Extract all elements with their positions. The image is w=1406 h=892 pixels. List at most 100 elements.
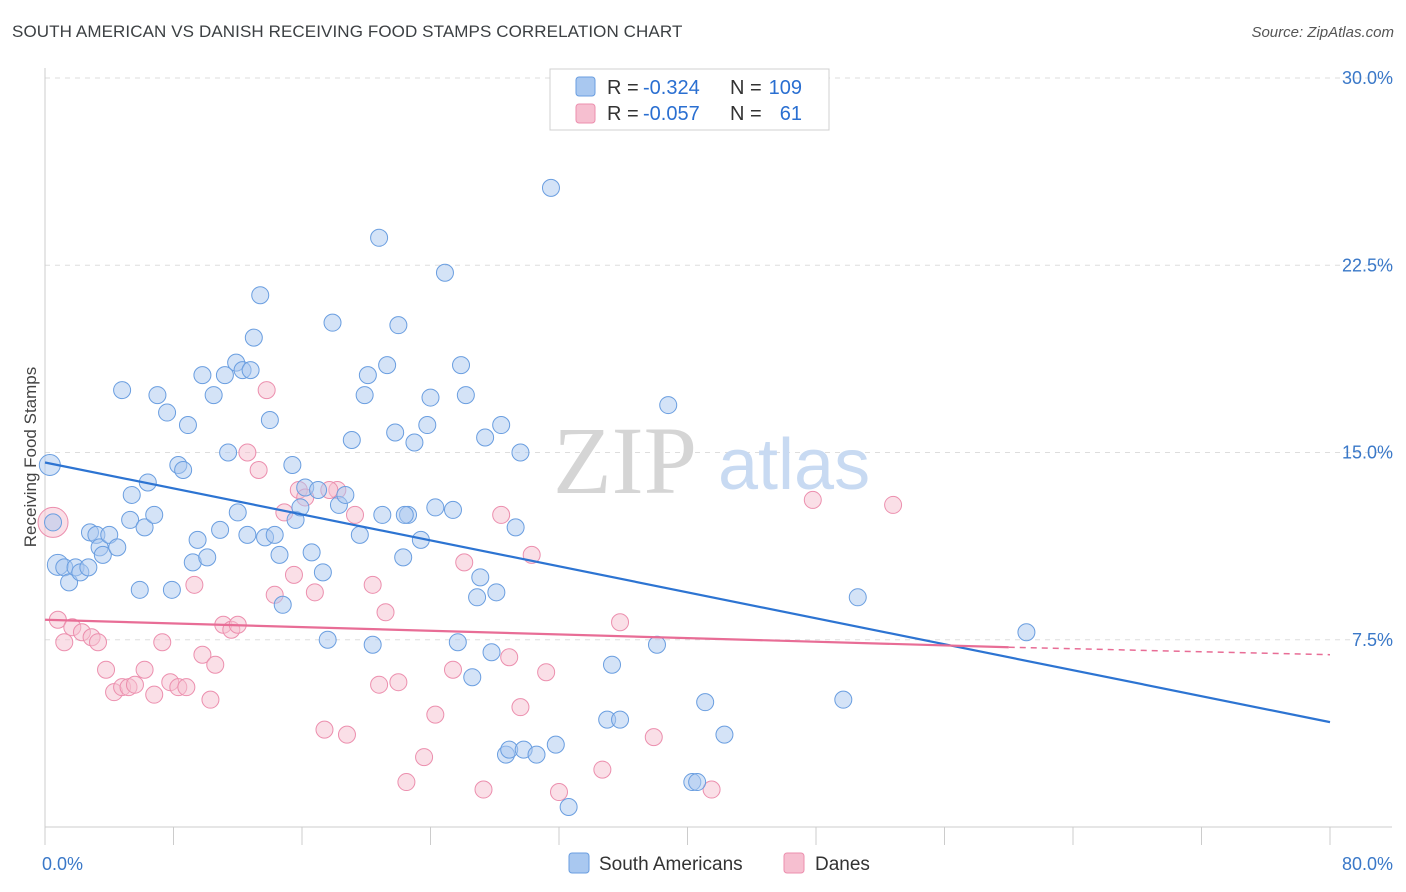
south-americans-point — [395, 505, 414, 524]
south-americans-point — [148, 386, 167, 405]
danes-point — [177, 678, 196, 697]
danes-point — [97, 660, 116, 679]
danes-point — [125, 675, 144, 694]
danes-point — [284, 565, 303, 584]
danes-point — [415, 748, 434, 767]
legend-label-danes: Danes — [815, 854, 870, 875]
legend-swatch-danes — [783, 852, 805, 874]
south-americans-point — [313, 563, 332, 582]
chart-title: SOUTH AMERICAN VS DANISH RECEIVING FOOD … — [12, 22, 683, 41]
south-americans-point — [659, 396, 678, 415]
south-americans-point — [426, 498, 445, 517]
legend-r-value: -0.324 — [643, 77, 700, 99]
south-americans-point — [198, 548, 217, 567]
south-americans-point — [318, 630, 337, 649]
danes-point — [376, 603, 395, 622]
y-tick-label: 30.0% — [1342, 68, 1393, 88]
danes-point — [426, 705, 445, 724]
south-americans-point — [696, 693, 715, 712]
south-americans-point — [834, 690, 853, 709]
south-americans-point — [405, 433, 424, 452]
south-americans-point — [448, 633, 467, 652]
south-americans-point — [1017, 623, 1036, 642]
south-americans-point — [358, 366, 377, 385]
legend-swatch-south-americans — [568, 852, 590, 874]
south-americans-point — [482, 643, 501, 662]
south-americans-point — [394, 548, 413, 567]
south-americans-point — [135, 518, 154, 537]
south-americans-point — [215, 366, 234, 385]
legend-r-label: R = — [607, 103, 639, 125]
south-americans-point — [492, 416, 511, 435]
danes-point — [201, 690, 220, 709]
south-americans-points — [38, 178, 1036, 817]
south-americans-point — [421, 388, 440, 407]
south-americans-point — [511, 443, 530, 462]
danes-point — [389, 673, 408, 692]
south-americans-point — [211, 520, 230, 539]
south-americans-point — [79, 558, 98, 577]
legend-r-value: -0.057 — [643, 103, 700, 125]
y-tick-label: 15.0% — [1342, 443, 1393, 463]
danes-point — [249, 460, 268, 479]
south-americans-point — [238, 525, 257, 544]
danes-point — [305, 583, 324, 602]
watermark-atlas: atlas — [718, 425, 870, 505]
south-americans-point — [389, 316, 408, 335]
danes-trend-line-extension — [1008, 646, 1331, 656]
south-americans-point — [251, 286, 270, 305]
y-tick-label: 7.5% — [1352, 630, 1393, 650]
danes-point — [884, 495, 903, 514]
danes-point — [500, 648, 519, 667]
axes — [44, 68, 1392, 845]
south-americans-point — [204, 386, 223, 405]
south-americans-point — [559, 798, 578, 817]
watermark-zip: ZIP — [553, 407, 697, 514]
legend-n-value: 61 — [780, 103, 802, 125]
south-americans-point — [265, 525, 284, 544]
south-americans-point — [715, 725, 734, 744]
south-americans-point — [468, 588, 487, 607]
south-americans-point — [363, 635, 382, 654]
danes-point — [257, 381, 276, 400]
danes-point — [550, 783, 568, 802]
danes-trend-line — [44, 618, 1009, 649]
south-americans-point — [302, 543, 321, 562]
danes-point — [537, 663, 556, 682]
danes-point — [315, 720, 334, 739]
y-tick-label: 22.5% — [1342, 255, 1393, 275]
danes-point — [185, 575, 204, 594]
danes-point — [238, 443, 257, 462]
south-americans-point — [228, 503, 247, 522]
south-americans-point — [283, 455, 302, 474]
south-americans-point — [323, 313, 342, 332]
legend-label-south-americans: South Americans — [599, 854, 743, 875]
danes-point — [346, 505, 365, 524]
danes-point — [474, 780, 493, 799]
south-americans-point — [273, 595, 292, 614]
south-americans-point — [178, 416, 197, 435]
south-americans-point — [476, 428, 495, 447]
south-americans-point — [688, 773, 707, 792]
danes-point — [370, 675, 389, 694]
danes-point — [803, 490, 822, 509]
x-tick-label: 80.0% — [1342, 854, 1393, 874]
south-americans-point — [122, 485, 141, 504]
south-americans-point — [60, 573, 79, 592]
danes-point — [363, 575, 382, 594]
south-americans-point — [506, 518, 525, 537]
watermark: ZIP atlas — [553, 407, 870, 514]
danes-point — [397, 773, 416, 792]
danes-point — [455, 553, 474, 572]
south-americans-point — [291, 498, 310, 517]
legend-swatch-pink — [575, 103, 596, 124]
south-americans-point — [355, 386, 374, 405]
south-americans-point — [113, 381, 132, 400]
danes-point — [702, 780, 721, 799]
south-americans-point — [193, 366, 212, 385]
south-americans-point — [188, 530, 207, 549]
danes-point — [206, 655, 225, 674]
south-americans-point — [546, 735, 565, 754]
legend-r-label: R = — [607, 77, 639, 99]
